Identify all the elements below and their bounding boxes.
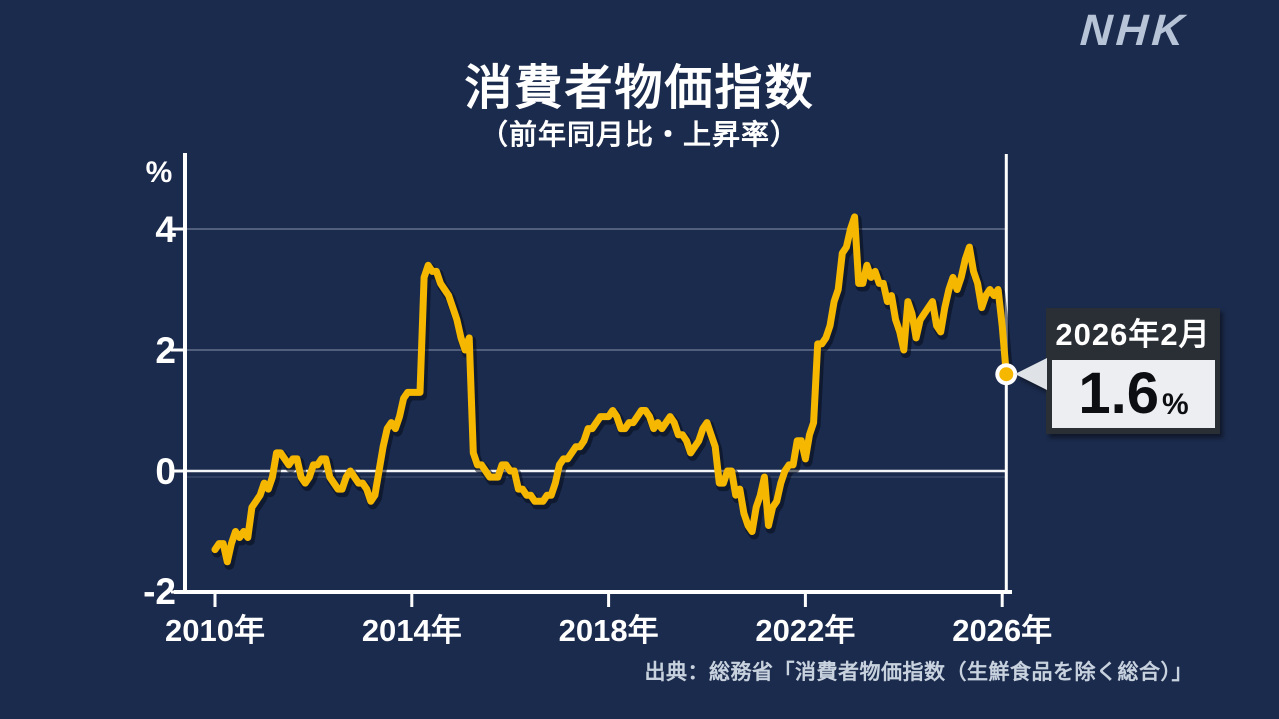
chart-subtitle: （前年同月比・上昇率） xyxy=(479,119,799,150)
latest-value-callout: 2026年2月 1.6 % xyxy=(1015,308,1220,434)
y-axis-unit-label: % xyxy=(146,156,173,189)
x-tick-label-2022: 2022年 xyxy=(755,613,855,648)
y-tick-label-2: 2 xyxy=(155,330,176,371)
chart-title: 消費者物価指数 xyxy=(464,62,815,115)
x-tick-label-2010: 2010年 xyxy=(165,613,265,648)
source-note: 出典：総務省「消費者物価指数（生鮮食品を除く総合）」 xyxy=(644,661,1193,684)
callout-value-box: 1.6 % xyxy=(1052,360,1215,428)
cpi-line-shadow xyxy=(212,214,1014,570)
y-tick-label-4: 4 xyxy=(155,209,176,250)
x-tick-label-2014: 2014年 xyxy=(362,613,462,648)
x-tick-label-2026: 2026年 xyxy=(952,613,1052,648)
callout-date-label: 2026年2月 xyxy=(1055,317,1211,352)
y-tick-label-0: 0 xyxy=(155,451,176,492)
callout-unit: % xyxy=(1161,388,1189,421)
callout-value: 1.6 xyxy=(1078,361,1159,426)
cpi-line xyxy=(211,213,1010,566)
callout-arrow-left-icon xyxy=(1015,358,1047,390)
x-tick-label-2018: 2018年 xyxy=(559,613,659,648)
latest-point-marker xyxy=(999,367,1014,382)
y-tick-label-neg2: -2 xyxy=(143,571,176,612)
